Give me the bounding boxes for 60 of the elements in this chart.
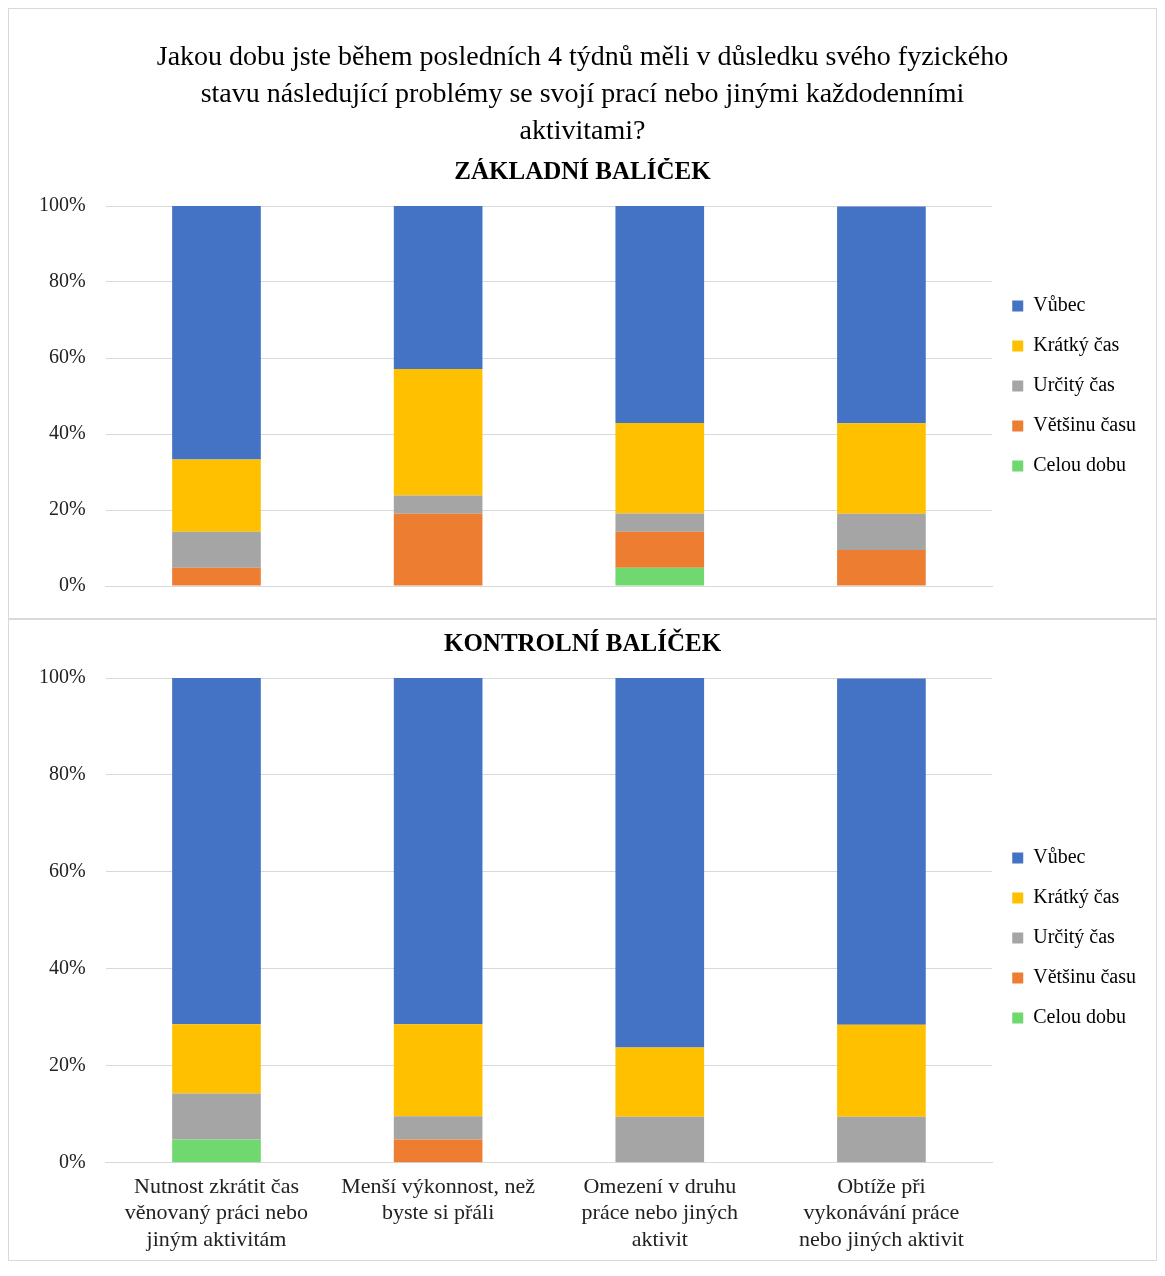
legend-label: Celou dobu (1033, 453, 1127, 476)
bar (615, 567, 705, 586)
bar (837, 1116, 926, 1163)
y-tick-label: 20% (48, 497, 86, 520)
y-tick-label: 80% (48, 762, 86, 785)
bar (837, 678, 926, 1025)
legend-label: Většinu času (1033, 965, 1137, 988)
bar (393, 1139, 483, 1163)
bar (615, 678, 705, 1048)
x-tick-label: Omezení v druhu práce nebo jiných aktivit (581, 1172, 738, 1251)
y-tick-label: 100% (38, 193, 86, 216)
legend-label: Vůbec (1033, 293, 1086, 316)
bar (615, 531, 705, 568)
legend-label: Většinu času (1033, 413, 1137, 436)
x-tick-label: Menší výkonnost, než byste si přáli (341, 1172, 536, 1225)
chart-title: Jakou dobu jste během posledních 4 týdnů měli v důsledku svého fyzického stavu následující problémy se svojí prací nebo jinými každodenními aktivitami? (155, 39, 1010, 147)
bar (837, 513, 926, 550)
bar (615, 422, 705, 514)
x-tick-label: Obtíže při vykonávání práce nebo jiných aktivit (798, 1172, 964, 1251)
chart-subtitle: ZÁKLADNÍ BALÍČEK (454, 156, 712, 185)
bar (837, 206, 926, 424)
legend-label: Celou dobu (1033, 1005, 1127, 1028)
bar (393, 495, 483, 514)
bar (837, 549, 926, 586)
bar (837, 1024, 926, 1117)
legend-label: Určitý čas (1033, 373, 1116, 397)
bar (393, 369, 483, 496)
y-tick-label: 20% (48, 1053, 86, 1076)
y-tick-label: 60% (48, 345, 86, 368)
bar (393, 1024, 483, 1117)
bar (172, 459, 261, 532)
bar (393, 206, 483, 370)
y-tick-label: 0% (58, 573, 86, 596)
bar (172, 1139, 261, 1163)
y-tick-label: 40% (48, 421, 86, 444)
bar (615, 1047, 705, 1117)
bar (615, 1116, 705, 1163)
bar (172, 1093, 261, 1140)
y-tick-label: 40% (48, 956, 86, 979)
legend-label: Určitý čas (1033, 925, 1116, 949)
legend-label: Krátký čas (1033, 885, 1120, 909)
legend-label: Krátký čas (1033, 333, 1120, 357)
chart-title: KONTROLNÍ BALÍČEK (443, 628, 722, 657)
y-tick-label: 80% (48, 269, 86, 292)
x-tick-label: Nutnost zkrátit čas věnovaný práci nebo jiným aktivitám (124, 1172, 309, 1251)
bar (393, 1116, 483, 1140)
legend-label: Vůbec (1033, 845, 1086, 868)
bar (837, 423, 926, 514)
bar (172, 678, 261, 1025)
y-tick-label: 0% (58, 1150, 86, 1173)
y-tick-label: 60% (48, 859, 86, 882)
bar (172, 567, 261, 586)
bar (172, 531, 261, 568)
bar (172, 1024, 261, 1094)
y-tick-label: 100% (38, 665, 86, 688)
bar (615, 513, 705, 532)
bar (393, 513, 483, 586)
bar (172, 206, 261, 460)
bar (393, 678, 483, 1025)
bar (615, 206, 705, 423)
